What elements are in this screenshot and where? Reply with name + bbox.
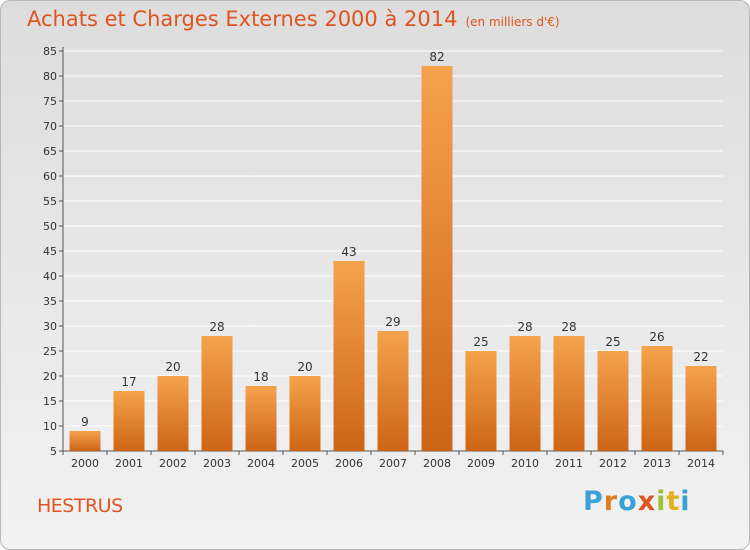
x-tick-label: 2012	[599, 457, 627, 470]
bar-2006	[333, 261, 365, 451]
y-tick-label: 40	[43, 270, 57, 283]
logo-letter: i	[680, 486, 691, 517]
x-tick-label: 2004	[247, 457, 275, 470]
data-label: 25	[605, 335, 620, 349]
bar-2001	[113, 391, 145, 451]
x-tick-label: 2008	[423, 457, 451, 470]
bar-2013	[641, 346, 673, 451]
logo-letter: x	[637, 486, 657, 517]
data-label: 26	[649, 330, 664, 344]
data-label: 82	[429, 50, 444, 64]
y-tick-label: 65	[43, 145, 57, 158]
data-label: 17	[121, 375, 136, 389]
chart-subtitle: (en milliers d'€)	[465, 15, 560, 29]
data-label: 20	[297, 360, 312, 374]
commune-name: HESTRUS	[37, 495, 123, 517]
x-tick-label: 2009	[467, 457, 495, 470]
y-tick-label: 70	[43, 120, 57, 133]
bar-2008	[421, 66, 453, 451]
logo-letter: r	[603, 486, 619, 517]
data-label: 22	[693, 350, 708, 364]
x-tick-label: 2014	[687, 457, 715, 470]
bar-2010	[509, 336, 541, 451]
y-tick-label: 35	[43, 295, 57, 308]
logo-letter: P	[583, 486, 604, 517]
y-tick-label: 55	[43, 195, 57, 208]
x-tick-label: 2002	[159, 457, 187, 470]
x-tick-label: 2010	[511, 457, 539, 470]
axes: 5 10 15 20 25 30 35 40 45 50 55 60 65 70 75 80 85 2000 200…	[43, 45, 724, 470]
x-tick-label: 2006	[335, 457, 363, 470]
bar-2012	[597, 351, 629, 451]
data-label: 25	[473, 335, 488, 349]
y-tick-label: 5	[50, 445, 57, 458]
y-tick-label: 45	[43, 245, 57, 258]
logo-letter: i	[656, 486, 667, 517]
bar-2007	[377, 331, 409, 451]
bars	[69, 66, 717, 451]
y-tick-label: 15	[43, 395, 57, 408]
y-tick-label: 25	[43, 345, 57, 358]
x-tick-label: 2005	[291, 457, 319, 470]
logo-letter: o	[618, 486, 638, 517]
data-label: 29	[385, 315, 400, 329]
chart-title: Achats et Charges Externes 2000 à 2014 (e…	[27, 7, 560, 31]
bar-2009	[465, 351, 497, 451]
y-tick-label: 75	[43, 95, 57, 108]
logo-letter: t	[666, 486, 681, 517]
data-label: 20	[165, 360, 180, 374]
bar-2005	[289, 376, 321, 451]
y-tick-label: 10	[43, 420, 57, 433]
y-tick-label: 60	[43, 170, 57, 183]
x-tick-label: 2013	[643, 457, 671, 470]
data-label: 18	[253, 370, 268, 384]
data-label: 28	[517, 320, 532, 334]
bar-2002	[157, 376, 189, 451]
x-tick-label: 2001	[115, 457, 143, 470]
bar-2011	[553, 336, 585, 451]
x-tick-label: 2003	[203, 457, 231, 470]
y-tick-label: 80	[43, 70, 57, 83]
data-label: 28	[561, 320, 576, 334]
x-tick-label: 2007	[379, 457, 407, 470]
y-tick-label: 30	[43, 320, 57, 333]
data-labels: 9 17 20 28 18 20 43 29 82 25 28 28 25 26 22	[81, 50, 708, 429]
proxiti-logo: Proxiti	[583, 486, 691, 517]
data-label: 43	[341, 245, 356, 259]
x-tick-label: 2011	[555, 457, 583, 470]
y-tick-label: 85	[43, 45, 57, 58]
bar-2000	[69, 431, 101, 451]
bar-2004	[245, 386, 277, 451]
y-tick-label: 20	[43, 370, 57, 383]
bar-2014	[685, 366, 717, 451]
x-tick-label: 2000	[71, 457, 99, 470]
chart-title-text: Achats et Charges Externes 2000 à 2014	[27, 7, 458, 31]
data-label: 28	[209, 320, 224, 334]
data-label: 9	[81, 415, 89, 429]
y-tick-label: 50	[43, 220, 57, 233]
bar-2003	[201, 336, 233, 451]
